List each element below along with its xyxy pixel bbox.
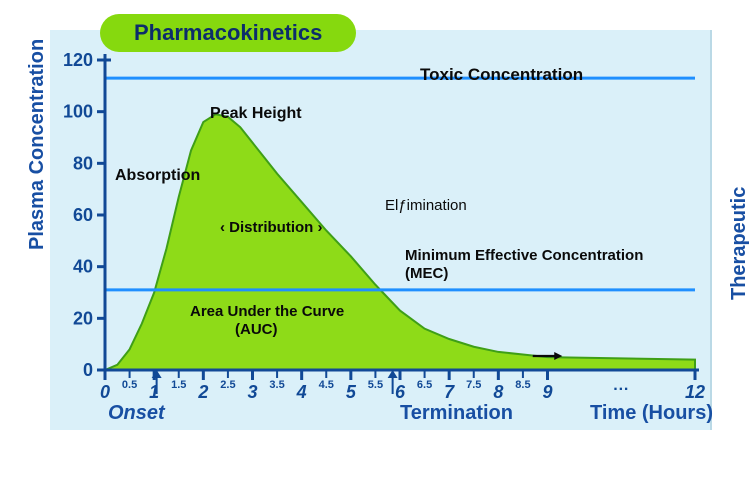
- label-mec2: (MEC): [405, 265, 448, 282]
- y-tick-label: 0: [83, 360, 93, 380]
- y-tick-label: 60: [73, 205, 93, 225]
- x-tick-minor-label: 3.5: [269, 379, 284, 391]
- x-tick-minor-label: 2.5: [220, 379, 235, 391]
- x-tick-minor-label: 5.5: [368, 379, 383, 391]
- y-tick-label: 20: [73, 308, 93, 328]
- x-tick-label: 12: [685, 382, 705, 402]
- chart-svg: 0204060801001200123456789120.51.52.53.54…: [0, 0, 750, 500]
- x-tick-label: 2: [197, 382, 208, 402]
- x-tick-minor-label: 0.5: [122, 379, 137, 391]
- y-tick-label: 80: [73, 153, 93, 173]
- y-tick-label: 40: [73, 257, 93, 277]
- label-mec1: Minimum Effective Concentration: [405, 247, 643, 264]
- x-tick-minor-label: 4.5: [319, 379, 334, 391]
- x-tick-label: 4: [296, 382, 307, 402]
- x-tick-label: 9: [542, 382, 552, 402]
- x-tick-label: 8: [493, 382, 503, 402]
- x-tick-label: 7: [444, 382, 455, 402]
- label-auc2: (AUC): [235, 321, 278, 338]
- right-axis-label: Therapeutic Range: [728, 187, 750, 300]
- x-tick-minor-label: 1.5: [171, 379, 186, 391]
- y-tick-label: 120: [63, 50, 93, 70]
- x-tick-label: 5: [346, 382, 357, 402]
- termination-label: Termination: [400, 402, 513, 425]
- onset-label: Onset: [108, 402, 165, 425]
- x-tick-minor-label: 6.5: [417, 379, 432, 391]
- label-peak: Peak Height: [210, 105, 302, 122]
- x-tick-label: 1: [149, 382, 159, 402]
- x-tick-label: 0: [100, 382, 110, 402]
- label-absorption: Absorption: [115, 167, 200, 184]
- y-tick-label: 100: [63, 102, 93, 122]
- auc-curve: [105, 114, 695, 370]
- label-distribution: ‹ Distribution ›: [220, 219, 322, 236]
- x-tick-label: 3: [247, 382, 257, 402]
- label-toxic: Toxic Concentration: [420, 65, 583, 84]
- label-elimination: Elƒimination: [385, 197, 467, 214]
- x-axis-label: Time (Hours): [590, 402, 713, 425]
- x-tick-minor-label: 8.5: [515, 379, 530, 391]
- x-tick-minor-label: 7.5: [466, 379, 481, 391]
- label-auc1: Area Under the Curve: [190, 303, 344, 320]
- x-tick-label: 6: [395, 382, 406, 402]
- y-axis-label: Plasma Concentration: [26, 39, 49, 250]
- x-ellipsis: ···: [613, 381, 629, 398]
